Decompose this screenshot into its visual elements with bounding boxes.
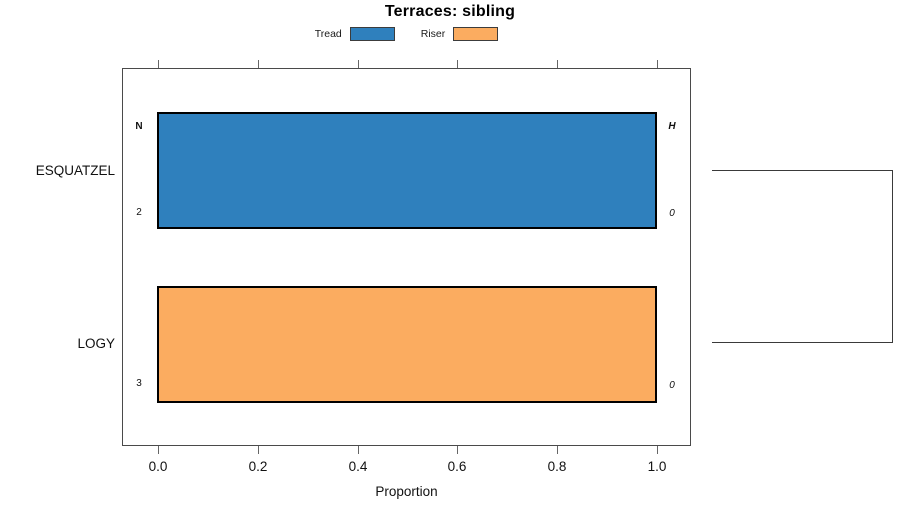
bottom-tick-2 bbox=[358, 446, 359, 454]
top-tick-5 bbox=[657, 60, 658, 68]
legend-item-tread: Tread bbox=[315, 27, 395, 41]
top-tick-0 bbox=[158, 60, 159, 68]
bottom-tick-3 bbox=[457, 446, 458, 454]
legend: Tread Riser bbox=[122, 26, 691, 42]
bottom-tick-1 bbox=[258, 446, 259, 454]
chart-title: Terraces: sibling bbox=[384, 3, 516, 20]
bar-esquatzel bbox=[157, 112, 657, 229]
bar-logy bbox=[157, 286, 657, 403]
row1-right-bottom-annotation: 0 bbox=[669, 208, 675, 219]
x-axis-label: Proportion bbox=[375, 484, 438, 499]
bar-row-esquatzel bbox=[157, 112, 657, 229]
top-tick-4 bbox=[557, 60, 558, 68]
y-label-logy: LOGY bbox=[77, 336, 115, 351]
sibling-bracket bbox=[712, 170, 893, 343]
x-tick-label-1: 0.2 bbox=[248, 459, 268, 474]
y-label-esquatzel: ESQUATZEL bbox=[35, 163, 115, 178]
bottom-tick-5 bbox=[657, 446, 658, 454]
legend-swatch-tread bbox=[349, 27, 395, 41]
row2-right-bottom-annotation: 0 bbox=[669, 380, 675, 391]
x-tick-label-0: 0.0 bbox=[148, 459, 168, 474]
bottom-tick-0 bbox=[158, 446, 159, 454]
row1-left-top-annotation: N bbox=[135, 121, 143, 132]
row1-right-top-annotation: H bbox=[668, 121, 676, 132]
row1-left-bottom-annotation: 2 bbox=[136, 207, 142, 218]
bottom-tick-4 bbox=[557, 446, 558, 454]
bar-row-logy bbox=[157, 286, 657, 403]
top-tick-1 bbox=[258, 60, 259, 68]
top-tick-3 bbox=[457, 60, 458, 68]
legend-item-riser: Riser bbox=[421, 27, 499, 41]
x-tick-label-2: 0.4 bbox=[348, 459, 368, 474]
legend-label-tread: Tread bbox=[314, 28, 342, 40]
top-tick-2 bbox=[358, 60, 359, 68]
legend-swatch-riser bbox=[453, 27, 499, 41]
x-tick-label-4: 0.8 bbox=[547, 459, 567, 474]
row2-left-bottom-annotation: 3 bbox=[136, 378, 142, 389]
x-tick-label-3: 0.6 bbox=[447, 459, 467, 474]
x-tick-label-5: 1.0 bbox=[647, 459, 667, 474]
legend-label-riser: Riser bbox=[420, 28, 446, 40]
